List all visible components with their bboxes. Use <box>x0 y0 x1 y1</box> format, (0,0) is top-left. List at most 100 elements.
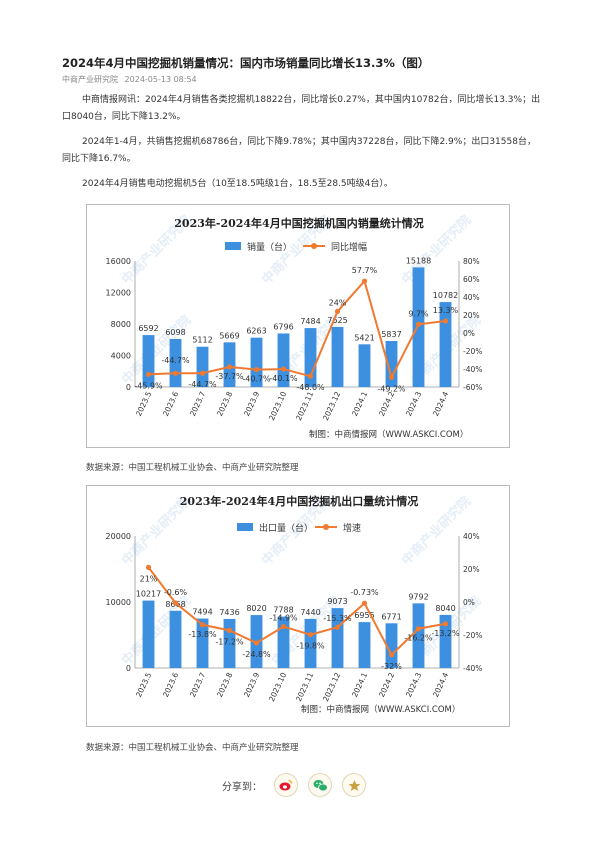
x-tick-label: 2023.7 <box>188 390 207 418</box>
chart-title: 2023年-2024年4月中国挖掘机出口量统计情况 <box>180 494 418 508</box>
growth-value-label: -45.9% <box>134 381 163 390</box>
legend-label-growth: 同比增幅 <box>331 241 367 253</box>
legend-label-bars: 销量（台） <box>247 241 292 253</box>
growth-point <box>145 564 152 570</box>
growth-value-label: 13.3% <box>433 306 459 315</box>
growth-point <box>442 318 449 324</box>
export-chart-svg: 中商产业研究院中商产业研究院中商产业研究院中商产业研究院中商产业研究院中商产业研… <box>106 493 485 715</box>
bar <box>196 618 209 668</box>
growth-value-label: 9.7% <box>408 309 429 318</box>
x-tick-label: 2023.12 <box>321 671 342 703</box>
right-y-tick-label: 20% <box>463 565 480 574</box>
legend-swatch-bars <box>237 523 253 531</box>
chart-source-2: 数据来源：中国工程机械工业协会、中商产业研究院整理 <box>86 743 299 753</box>
growth-point <box>334 624 341 630</box>
growth-value-label: -15.3% <box>323 614 352 623</box>
bar <box>142 600 155 668</box>
growth-point <box>361 278 368 284</box>
growth-value-label: -40.7% <box>242 375 271 384</box>
x-tick-label: 2023.6 <box>161 671 180 699</box>
export-chart: 中商产业研究院中商产业研究院中商产业研究院中商产业研究院中商产业研究院中商产业研… <box>86 485 510 727</box>
x-tick-label: 2023.10 <box>267 390 288 422</box>
x-tick-label: 2023.12 <box>321 390 342 422</box>
bar <box>358 622 371 668</box>
growth-value-label: -44.7% <box>161 356 190 365</box>
x-tick-label: 2023.10 <box>267 671 288 703</box>
x-tick-label: 2023.6 <box>161 390 180 418</box>
legend-label-bars: 出口量（台） <box>259 522 313 534</box>
bar-value-label: 5669 <box>219 331 239 340</box>
left-y-tick-label: 16000 <box>106 257 131 266</box>
left-y-tick-label: 10000 <box>106 598 131 607</box>
bar-value-label: 7788 <box>273 606 293 615</box>
share-bar: 分享到： <box>222 772 376 798</box>
growth-value-label: 21% <box>140 574 158 583</box>
growth-point <box>388 374 395 380</box>
growth-point <box>334 308 341 314</box>
x-tick-label: 2024.3 <box>404 671 423 699</box>
growth-line <box>148 279 446 381</box>
right-y-tick-label: -20% <box>463 347 482 356</box>
bar-value-label: 9792 <box>408 592 428 601</box>
bar <box>385 341 398 387</box>
growth-value-label: -32% <box>381 662 402 671</box>
share-weibo-button[interactable] <box>274 773 298 797</box>
bar-value-label: 5112 <box>192 336 212 345</box>
share-favorite-button[interactable] <box>342 773 366 797</box>
growth-point <box>442 621 449 627</box>
article-meta: 中商产业研究院 2024-05-13 08:54 <box>62 74 201 85</box>
bar <box>304 328 317 387</box>
bar-value-label: 5837 <box>381 330 401 339</box>
growth-point <box>199 370 206 376</box>
growth-point <box>253 367 260 373</box>
bar-value-label: 6592 <box>138 324 158 333</box>
right-y-tick-label: 0% <box>463 329 475 338</box>
left-y-tick-label: 20000 <box>106 532 131 541</box>
right-y-tick-label: 40% <box>463 532 480 541</box>
domestic-sales-chart-svg: 中商产业研究院中商产业研究院中商产业研究院中商产业研究院中商产业研究院中商产业研… <box>106 212 485 440</box>
bar-value-label: 7484 <box>300 317 320 326</box>
growth-point <box>172 600 179 606</box>
share-label: 分享到： <box>222 781 262 793</box>
bar-value-label: 7440 <box>300 608 320 617</box>
bar <box>331 326 344 387</box>
bar-value-label: 10217 <box>136 590 161 599</box>
growth-point <box>199 622 206 628</box>
paragraph-2: 2024年1-4月，共销售挖掘机68786台，同比下降9.78%；其中国内372… <box>62 137 536 164</box>
x-tick-label: 2024.3 <box>404 390 423 418</box>
legend-marker-growth <box>323 524 329 530</box>
bar-value-label: 15188 <box>406 256 431 265</box>
x-tick-label: 2023.5 <box>134 671 153 699</box>
growth-value-label: 57.7% <box>352 266 378 275</box>
bar-value-label: 6771 <box>381 612 401 621</box>
share-wechat-button[interactable] <box>308 773 332 797</box>
bar <box>250 337 263 387</box>
bar-value-label: 7494 <box>192 608 212 617</box>
bar <box>277 333 290 387</box>
favorite-star-icon <box>348 779 360 791</box>
growth-point <box>280 623 287 630</box>
bar <box>385 623 398 668</box>
bar-value-label: 7625 <box>327 316 347 325</box>
wechat-icon <box>313 779 328 791</box>
growth-point <box>253 640 260 646</box>
chart-credit: 制图：中商情报网（WWW.ASKCI.COM） <box>301 704 460 715</box>
x-tick-label: 2023.9 <box>242 671 261 699</box>
growth-value-label: -0.73% <box>350 588 379 597</box>
x-tick-label: 2024.4 <box>431 390 450 418</box>
x-tick-label: 2024.2 <box>377 671 396 699</box>
growth-point <box>307 632 314 638</box>
article-date: 2024-05-13 08:54 <box>124 75 197 84</box>
bar <box>412 267 425 387</box>
growth-value-label: 24% <box>329 298 347 307</box>
bar-value-label: 6098 <box>165 328 185 337</box>
right-y-tick-label: -20% <box>463 631 482 640</box>
right-y-tick-label: 40% <box>463 293 480 302</box>
right-y-tick-label: 60% <box>463 275 480 284</box>
x-tick-label: 2023.11 <box>294 390 315 422</box>
left-y-tick-label: 12000 <box>106 289 131 298</box>
growth-point <box>361 600 368 606</box>
growth-value-label: -16.2% <box>404 634 433 643</box>
bar-value-label: 6263 <box>246 327 266 336</box>
legend-label-growth: 增速 <box>343 522 361 534</box>
